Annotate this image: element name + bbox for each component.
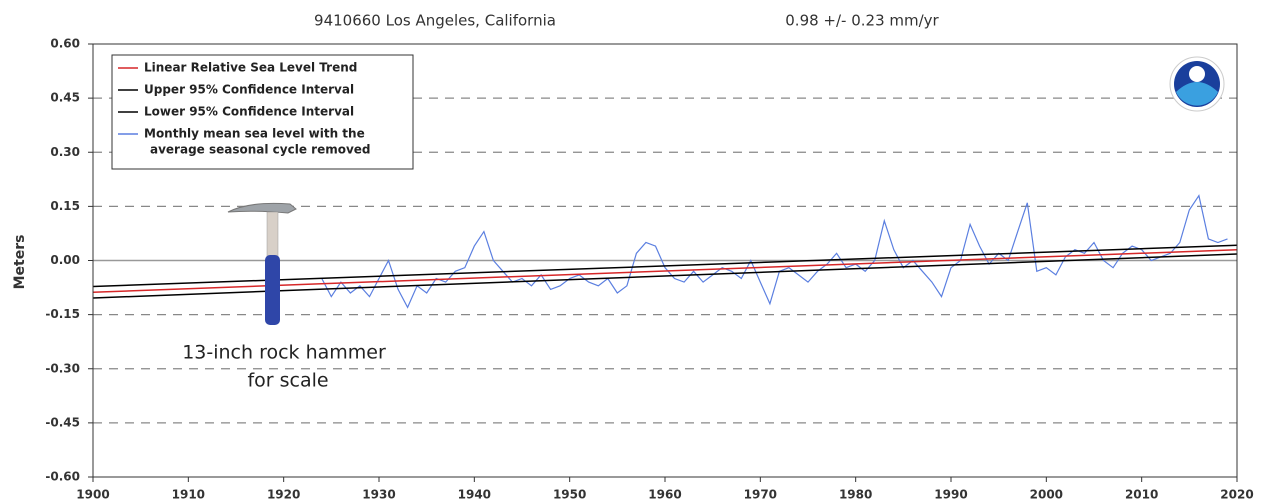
- x-tick-label: 1990: [934, 488, 967, 502]
- y-tick-label: -0.45: [45, 415, 80, 429]
- series-line: [321, 194, 1228, 309]
- y-tick-label: -0.60: [45, 470, 80, 484]
- y-tick-label: 0.15: [50, 199, 80, 213]
- x-tick-label: 1960: [648, 488, 681, 502]
- legend: Linear Relative Sea Level Trend Upper 95%…: [111, 54, 414, 170]
- x-tick-label: 1950: [553, 488, 586, 502]
- x-tick-label: 1930: [362, 488, 395, 502]
- hammer: [227, 202, 297, 325]
- plot-lines: [92, 194, 1238, 309]
- y-axis-label: Meters: [12, 235, 28, 290]
- y-tick-label: -0.15: [45, 307, 80, 321]
- y-tick-label: 0.60: [50, 37, 80, 51]
- annotation: 13-inch rock hammer: [182, 342, 386, 364]
- plot-frame: [92, 43, 1238, 478]
- series-line: [92, 248, 1238, 294]
- x-tick-label: 2010: [1125, 488, 1158, 502]
- grid: [88, 43, 1238, 482]
- y-tick-label: 0.45: [50, 91, 80, 105]
- x-tick-label: 1940: [458, 488, 491, 502]
- x-tick-label: 1900: [76, 488, 109, 502]
- x-tick-label: 2020: [1220, 488, 1253, 502]
- legend-label: Upper 95% Confidence Interval: [144, 83, 354, 97]
- chart-title: 9410660 Los Angeles, California: [314, 12, 556, 30]
- legend-box: [111, 54, 414, 170]
- chart-subtitle: 0.98 +/- 0.23 mm/yr: [785, 12, 939, 30]
- x-tick-label: 1910: [172, 488, 205, 502]
- series-line: [92, 253, 1238, 299]
- y-tick-label: 0.00: [50, 253, 80, 267]
- noaa-logo: [1169, 56, 1225, 112]
- x-tick-label: 2000: [1030, 488, 1063, 502]
- x-tick-label: 1920: [267, 488, 300, 502]
- legend-label: average seasonal cycle removed: [150, 143, 371, 157]
- x-tick-label: 1980: [839, 488, 872, 502]
- y-tick-label: -0.30: [45, 361, 80, 375]
- legend-label: Lower 95% Confidence Interval: [144, 105, 354, 119]
- annotation: for scale: [247, 370, 328, 392]
- legend-label: Monthly mean sea level with the: [144, 127, 365, 141]
- y-tick-label: 0.30: [50, 145, 80, 159]
- legend-label: Linear Relative Sea Level Trend: [144, 61, 357, 75]
- series-line: [92, 244, 1238, 288]
- x-tick-label: 1970: [744, 488, 777, 502]
